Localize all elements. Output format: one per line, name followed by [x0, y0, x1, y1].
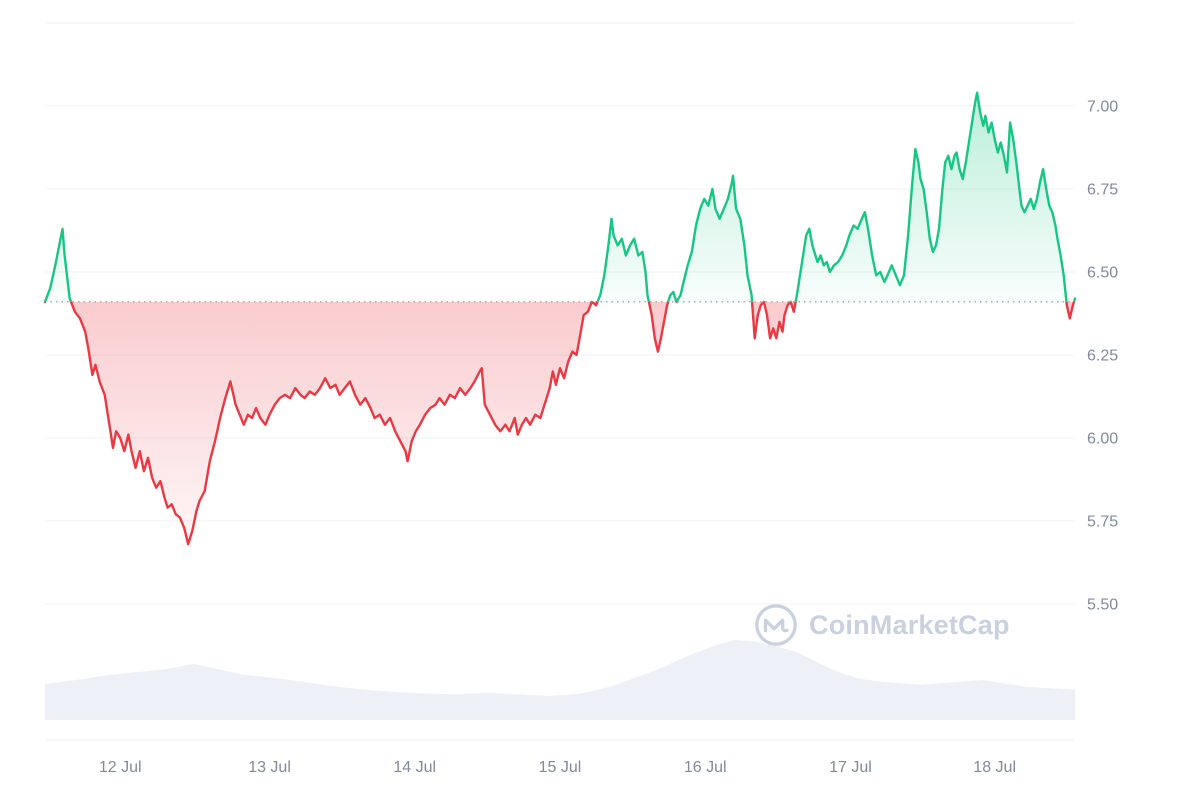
y-axis-label: 6.75 — [1087, 181, 1118, 198]
x-axis-label: 17 Jul — [829, 759, 872, 776]
x-axis-label: 13 Jul — [248, 759, 291, 776]
x-axis-label: 12 Jul — [99, 759, 142, 776]
y-axis-label: 5.50 — [1087, 596, 1118, 613]
y-axis-label: 5.75 — [1087, 513, 1118, 530]
x-axis-label: 16 Jul — [684, 759, 727, 776]
y-axis-label: 6.50 — [1087, 264, 1118, 281]
y-axis-label: 7.00 — [1087, 98, 1118, 115]
price-area-down — [71, 301, 1074, 545]
x-axis-label: 14 Jul — [393, 759, 436, 776]
y-axis-label: 6.00 — [1087, 430, 1118, 447]
price-area-up — [45, 92, 1075, 302]
y-axis-label: 6.25 — [1087, 347, 1118, 364]
x-axis-label: 15 Jul — [539, 759, 582, 776]
price-line-up — [43, 91, 1077, 302]
volume-area — [45, 640, 1075, 720]
price-line-down — [43, 301, 1076, 546]
x-axis-label: 18 Jul — [973, 759, 1016, 776]
